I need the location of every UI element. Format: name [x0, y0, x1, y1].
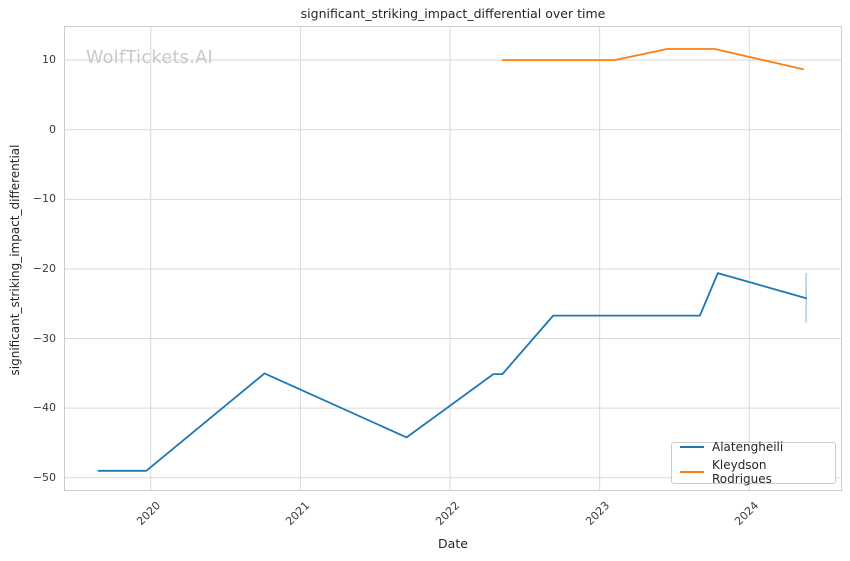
x-tick-label-2024: 2024 — [732, 499, 762, 528]
legend-line-swatch — [680, 446, 704, 448]
chart-title: significant_striking_impact_differential… — [300, 6, 606, 21]
x-tick-label-2020: 2020 — [133, 499, 163, 528]
plot-border — [64, 26, 842, 491]
x-tick-label-2022: 2022 — [433, 499, 463, 528]
y-tick-label-10: 10 — [42, 53, 56, 67]
x-tick-label-2023: 2023 — [582, 499, 612, 528]
plot-area — [64, 26, 842, 491]
x-axis-label: Date — [438, 536, 468, 551]
legend: Alatengheili Kleydson Rodrigues — [671, 440, 836, 486]
y-tick-label--30: −30 — [32, 331, 56, 345]
series-line-alatengheili — [97, 272, 807, 472]
y-tick-label--20: −20 — [32, 261, 56, 275]
legend-label: Alatengheili — [712, 440, 784, 454]
y-tick-label--50: −50 — [32, 470, 56, 484]
legend-line-swatch — [680, 471, 704, 473]
y-tick-label-0: 0 — [49, 122, 56, 136]
legend-item-kleydson-rodrigues: Kleydson Rodrigues — [680, 458, 827, 486]
legend-item-alatengheili: Alatengheili — [680, 440, 827, 454]
y-tick-label--10: −10 — [32, 192, 56, 206]
legend-label: Kleydson Rodrigues — [712, 458, 772, 486]
x-tick-label-2021: 2021 — [283, 499, 313, 528]
y-tick-label--40: −40 — [32, 401, 56, 415]
series-line-kleydson-rodrigues — [501, 48, 804, 71]
